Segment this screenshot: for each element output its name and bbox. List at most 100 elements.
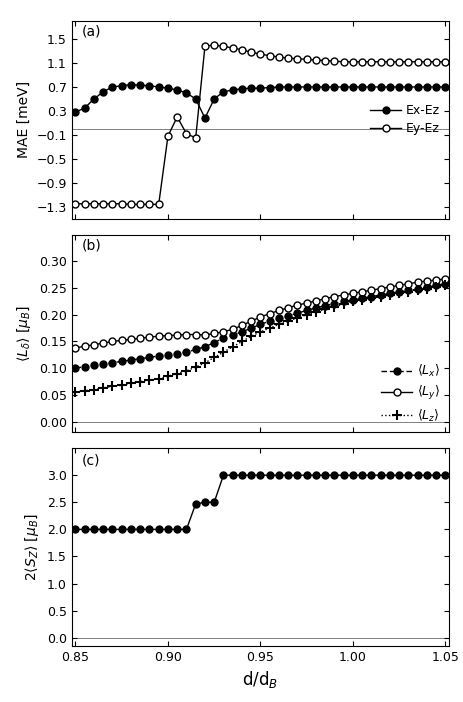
Ex-Ez: [322, 83, 328, 91]
Ey-Ez: [165, 132, 171, 140]
Ey-Ez: [276, 53, 282, 61]
$\langle L_x\rangle$: [350, 296, 356, 304]
$\langle L_z\rangle$: [193, 363, 199, 371]
Ex-Ez: [175, 86, 180, 94]
Ey-Ez: [230, 44, 236, 52]
$\langle L_z\rangle$: [100, 384, 106, 392]
Ex-Ez: [138, 81, 143, 89]
$\langle L_x\rangle$: [193, 345, 199, 354]
Ey-Ez: [359, 58, 365, 66]
Y-axis label: $\langle L_\delta \rangle$ [$\mu_B$]: $\langle L_\delta \rangle$ [$\mu_B$]: [15, 305, 33, 362]
$\langle L_y\rangle$: [147, 333, 152, 341]
$\langle L_x\rangle$: [230, 331, 236, 339]
Ey-Ez: [387, 58, 393, 66]
Ey-Ez: [249, 48, 254, 56]
$\langle L_y\rangle$: [276, 306, 282, 314]
$\langle L_x\rangle$: [110, 359, 115, 367]
$\langle L_z\rangle$: [378, 292, 383, 300]
Line: Ex-Ez: Ex-Ez: [72, 81, 449, 121]
Ey-Ez: [221, 42, 226, 51]
Ex-Ez: [100, 88, 106, 96]
$\langle L_x\rangle$: [424, 283, 430, 291]
$\langle L_x\rangle$: [276, 314, 282, 323]
$\langle L_x\rangle$: [415, 284, 420, 293]
$\langle L_x\rangle$: [304, 306, 309, 314]
$\langle L_y\rangle$: [267, 310, 272, 318]
$\langle L_z\rangle$: [230, 343, 236, 351]
Ex-Ez: [249, 84, 254, 93]
Ey-Ez: [285, 54, 291, 62]
$\langle L_y\rangle$: [175, 331, 180, 339]
$\langle L_y\rangle$: [119, 336, 125, 345]
$\langle L_y\rangle$: [433, 276, 439, 284]
$\langle L_y\rangle$: [165, 331, 171, 340]
$\langle L_z\rangle$: [285, 317, 291, 325]
Ey-Ez: [82, 199, 88, 208]
Ey-Ez: [184, 129, 189, 138]
Ey-Ez: [128, 200, 134, 208]
$\langle L_x\rangle$: [378, 291, 383, 299]
Ex-Ez: [230, 86, 236, 94]
Ex-Ez: [267, 84, 272, 92]
$\langle L_x\rangle$: [138, 355, 143, 363]
$\langle L_y\rangle$: [304, 299, 309, 307]
$\langle L_y\rangle$: [332, 292, 337, 300]
$\langle L_z\rangle$: [202, 359, 208, 367]
$\langle L_y\rangle$: [359, 288, 365, 296]
Ex-Ez: [415, 83, 420, 91]
$\langle L_y\rangle$: [369, 286, 374, 294]
$\langle L_z\rangle$: [341, 300, 346, 308]
$\langle L_y\rangle$: [100, 339, 106, 347]
$\langle L_x\rangle$: [322, 301, 328, 310]
Line: $\langle L_z\rangle$: $\langle L_z\rangle$: [70, 281, 450, 397]
Ex-Ez: [147, 81, 152, 90]
$\langle L_x\rangle$: [100, 359, 106, 368]
$\langle L_y\rangle$: [82, 342, 88, 350]
Ey-Ez: [443, 58, 448, 66]
$\langle L_z\rangle$: [239, 337, 245, 345]
Ex-Ez: [258, 84, 263, 93]
Ey-Ez: [193, 133, 199, 142]
$\langle L_y\rangle$: [322, 295, 328, 303]
$\langle L_z\rangle$: [322, 305, 328, 314]
Ey-Ez: [350, 58, 356, 66]
$\langle L_z\rangle$: [424, 284, 430, 293]
Ex-Ez: [212, 95, 217, 103]
$\langle L_y\rangle$: [110, 337, 115, 345]
$\langle L_y\rangle$: [341, 291, 346, 299]
Ex-Ez: [443, 83, 448, 91]
Ex-Ez: [378, 83, 383, 91]
Ey-Ez: [267, 52, 272, 60]
Ex-Ez: [128, 80, 134, 88]
$\langle L_x\rangle$: [147, 353, 152, 362]
$\langle L_y\rangle$: [212, 329, 217, 338]
Ey-Ez: [239, 46, 245, 54]
$\langle L_z\rangle$: [406, 288, 411, 296]
$\langle L_y\rangle$: [91, 340, 97, 349]
$\langle L_x\rangle$: [202, 343, 208, 351]
Ex-Ez: [369, 83, 374, 91]
$\langle L_y\rangle$: [350, 289, 356, 298]
$\langle L_z\rangle$: [369, 294, 374, 303]
Ex-Ez: [341, 83, 346, 91]
Ex-Ez: [406, 83, 411, 91]
$\langle L_y\rangle$: [258, 312, 263, 321]
$\langle L_y\rangle$: [156, 332, 162, 340]
Ex-Ez: [239, 84, 245, 93]
Ex-Ez: [396, 83, 402, 91]
$\langle L_x\rangle$: [165, 350, 171, 359]
Ey-Ez: [91, 199, 97, 208]
$\langle L_z\rangle$: [304, 310, 309, 319]
$\langle L_y\rangle$: [406, 279, 411, 288]
Ex-Ez: [294, 83, 300, 91]
$\langle L_x\rangle$: [433, 281, 439, 289]
$\langle L_z\rangle$: [184, 366, 189, 375]
$\langle L_z\rangle$: [165, 372, 171, 380]
$\langle L_y\rangle$: [193, 331, 199, 339]
Ey-Ez: [175, 113, 180, 121]
Ex-Ez: [82, 104, 88, 112]
Ex-Ez: [202, 114, 208, 122]
Ey-Ez: [322, 56, 328, 65]
$\langle L_z\rangle$: [128, 379, 134, 388]
$\langle L_z\rangle$: [267, 324, 272, 332]
